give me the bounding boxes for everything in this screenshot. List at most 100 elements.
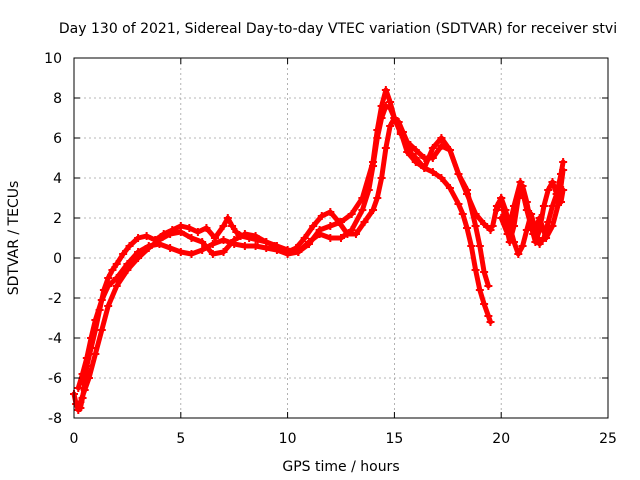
data-point <box>166 230 175 238</box>
y-tick-label: -2 <box>48 291 62 307</box>
data-point <box>337 234 345 242</box>
data-point <box>554 198 563 206</box>
data-point <box>484 282 493 290</box>
data-point <box>454 200 463 208</box>
data-point <box>396 130 405 138</box>
y-tick-label: 2 <box>53 211 62 227</box>
data-point <box>304 240 313 248</box>
data-point <box>187 234 196 242</box>
data-point <box>198 246 207 254</box>
y-tick-label: -4 <box>48 331 62 347</box>
data-point <box>390 114 399 122</box>
data-point <box>497 214 506 222</box>
data-point <box>230 236 239 244</box>
data-point <box>437 134 446 142</box>
data-point <box>76 398 85 406</box>
data-point <box>428 168 437 176</box>
data-point <box>486 318 495 326</box>
y-tick-label: -8 <box>48 411 62 427</box>
data-point <box>326 222 335 230</box>
data-point <box>219 236 228 244</box>
data-point <box>337 218 345 226</box>
data-point <box>155 236 164 244</box>
data-point <box>420 154 429 162</box>
data-point <box>437 142 446 150</box>
data-point <box>381 86 390 94</box>
data-point <box>125 242 134 250</box>
data-point <box>176 248 185 256</box>
data-point <box>373 194 382 202</box>
data-point <box>251 232 260 240</box>
x-axis-label: GPS time / hours <box>282 459 399 475</box>
data-point <box>403 148 412 156</box>
data-point <box>411 158 420 166</box>
data-point <box>262 238 271 246</box>
data-point <box>240 230 249 238</box>
data-point <box>535 214 544 222</box>
data-point <box>471 266 480 274</box>
series-track-f <box>497 166 568 242</box>
data-point <box>317 212 326 220</box>
data-point <box>219 222 228 230</box>
data-point <box>373 126 382 134</box>
data-point <box>529 230 538 238</box>
y-tick-label: 0 <box>53 251 62 267</box>
data-point <box>386 122 395 130</box>
y-axis-label: SDTVAR / TECUs <box>6 181 22 296</box>
data-point <box>134 234 143 242</box>
data-point <box>142 232 151 240</box>
data-point <box>411 146 420 154</box>
data-point <box>428 144 437 152</box>
data-point <box>480 220 489 228</box>
data-point <box>251 242 260 250</box>
chart-title: Day 130 of 2021, Sidereal Day-to-day VTE… <box>59 21 617 37</box>
series-line <box>77 87 493 405</box>
data-point <box>208 250 217 258</box>
data-point <box>480 268 489 276</box>
data-point <box>326 208 335 216</box>
data-point <box>74 384 83 392</box>
data-point <box>505 238 514 246</box>
data-point <box>377 174 386 182</box>
data-point <box>240 242 249 250</box>
y-tick-label: -6 <box>48 371 62 387</box>
data-point <box>381 144 390 152</box>
data-point <box>531 238 540 246</box>
data-point <box>176 228 185 236</box>
data-point <box>300 234 309 242</box>
data-point <box>97 296 106 304</box>
data-point <box>522 206 531 214</box>
data-point <box>510 202 519 210</box>
data-point <box>437 174 446 182</box>
data-point <box>428 154 437 162</box>
plot-frame <box>73 57 609 419</box>
data-point <box>294 248 303 256</box>
data-point <box>104 274 113 282</box>
data-point <box>228 222 237 230</box>
tick-labels: 0 5 10 15 20 25 -8 -6 -4 -2 0 2 4 6 8 10 <box>44 51 617 447</box>
data-point <box>144 244 153 252</box>
data-point <box>315 226 324 234</box>
data-point <box>542 234 551 242</box>
data-point <box>514 250 523 258</box>
data-point <box>134 254 143 262</box>
data-point <box>91 316 100 324</box>
data-point <box>193 228 202 236</box>
data-point <box>347 210 356 218</box>
data-point <box>119 250 128 258</box>
data-point <box>369 206 378 214</box>
data-point <box>202 224 211 232</box>
data-point <box>497 194 506 202</box>
x-tick-label: 15 <box>385 431 403 447</box>
data-point <box>326 234 335 242</box>
x-tick-label: 10 <box>279 431 297 447</box>
data-point <box>309 222 318 230</box>
data-point <box>492 206 501 214</box>
plot-series <box>70 86 568 414</box>
data-point <box>559 166 568 174</box>
data-point <box>535 240 544 248</box>
data-point <box>360 218 369 226</box>
data-point <box>187 250 196 258</box>
data-point <box>475 286 484 294</box>
